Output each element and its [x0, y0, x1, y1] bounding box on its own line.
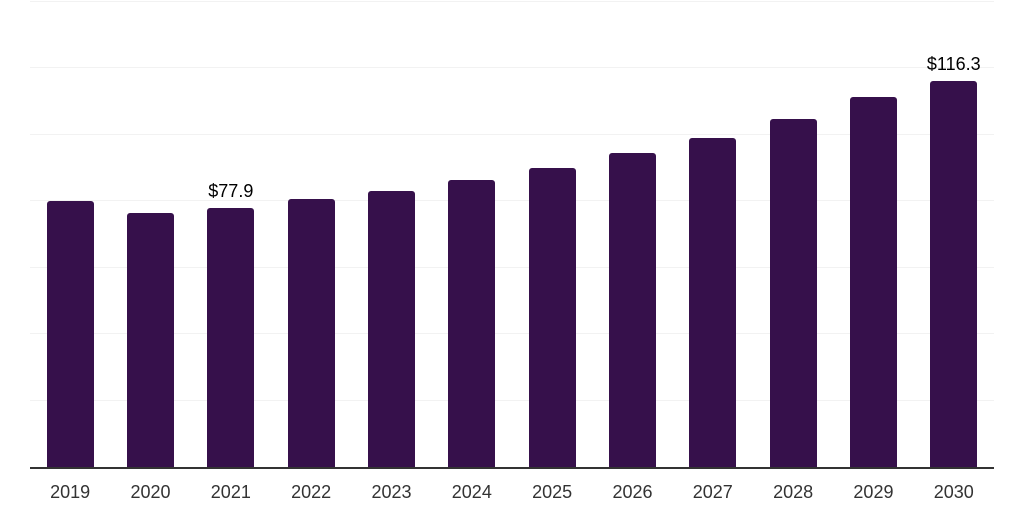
x-tick-2026: 2026 — [612, 482, 653, 502]
x-tick-2020: 2020 — [130, 482, 171, 502]
x-tick-2024: 2024 — [451, 482, 492, 502]
data-label-2021: $77.9 — [208, 181, 254, 202]
x-tick-2027: 2027 — [692, 482, 733, 502]
bar-column-2022 — [271, 2, 351, 467]
bar-2025 — [528, 168, 576, 467]
gridline-100 — [30, 133, 994, 135]
gridline-80 — [30, 200, 994, 202]
plot-area: $77.9 $116.3 — [30, 1, 994, 469]
bar-column-2019 — [30, 2, 110, 467]
bar-2027 — [689, 137, 737, 467]
gridline-60 — [30, 266, 994, 268]
gridline-20 — [30, 399, 994, 401]
bar-2028 — [769, 118, 817, 467]
bar-column-2028 — [753, 2, 833, 467]
bar-2021 — [207, 208, 255, 467]
bar-column-2024 — [432, 2, 512, 467]
bar-column-2021: $77.9 — [191, 2, 271, 467]
x-tick-2023: 2023 — [371, 482, 412, 502]
x-tick-2030: 2030 — [933, 482, 974, 502]
bar-2020 — [126, 213, 174, 467]
gridline-40 — [30, 333, 994, 335]
bar-2022 — [287, 199, 335, 467]
bar-column-2020 — [110, 2, 190, 467]
x-tick-2029: 2029 — [853, 482, 894, 502]
bar-2029 — [849, 97, 897, 467]
x-tick-2022: 2022 — [291, 482, 332, 502]
x-tick-2028: 2028 — [773, 482, 814, 502]
bar-column-2029 — [833, 2, 913, 467]
x-axis-labels: 2019 2020 2021 2022 2023 2024 2025 2026 2027 2028… — [30, 482, 994, 503]
bar-column-2026 — [592, 2, 672, 467]
bar-column-2027 — [673, 2, 753, 467]
bar-2023 — [367, 190, 415, 467]
x-tick-2021: 2021 — [210, 482, 251, 502]
bar-column-2023 — [351, 2, 431, 467]
data-label-2030: $116.3 — [926, 53, 981, 74]
bar-2030 — [930, 80, 978, 467]
bar-2019 — [46, 201, 94, 467]
x-tick-2019: 2019 — [50, 482, 91, 502]
bar-column-2030: $116.3 — [914, 2, 994, 467]
x-tick-2025: 2025 — [532, 482, 573, 502]
gridline-120 — [30, 67, 994, 69]
bar-column-2025 — [512, 2, 592, 467]
bars: $77.9 $116.3 — [30, 2, 994, 467]
bar-2026 — [608, 153, 656, 467]
bar-2024 — [448, 180, 496, 467]
gridline-140 — [30, 1, 994, 2]
